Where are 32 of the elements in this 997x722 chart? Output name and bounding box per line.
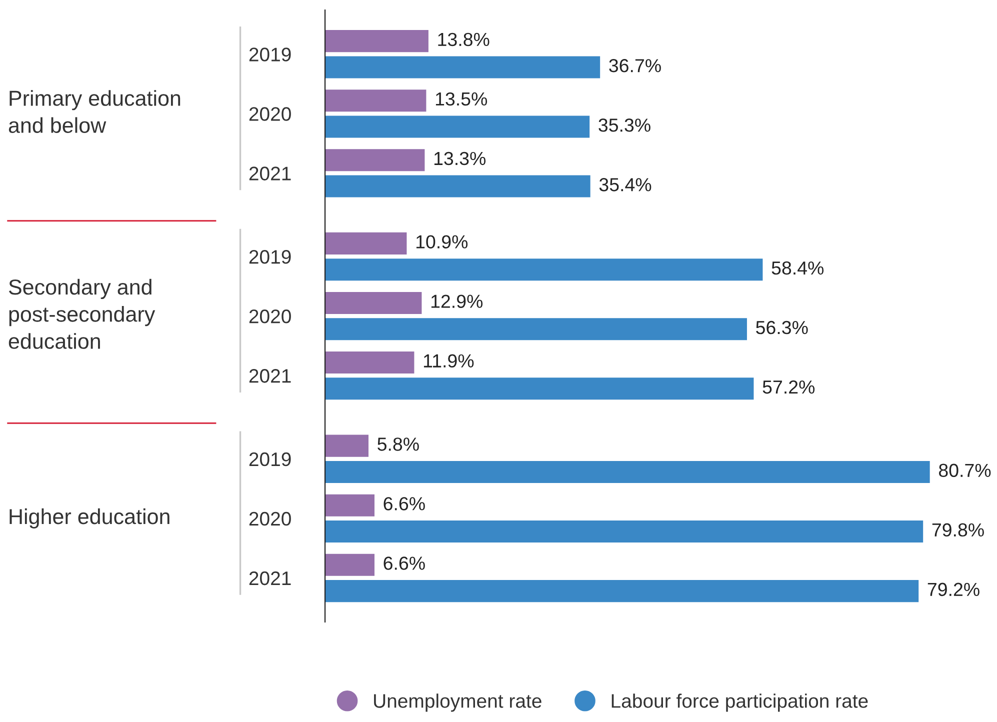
y-tick-label: 2021 — [249, 571, 291, 586]
data-label: 6.6% — [384, 556, 425, 570]
y-tick-label: 2020 — [249, 310, 291, 324]
data-label: 80.7% — [938, 464, 991, 478]
data-label: 13.5% — [436, 92, 488, 106]
y-tick-label: 2019 — [249, 250, 291, 264]
data-label: 5.8% — [378, 438, 419, 451]
text: Primary education and below — [8, 90, 180, 133]
data-label: 79.8% — [932, 523, 984, 537]
text: Higher education — [10, 508, 170, 528]
y-tick-label: 2021 — [249, 369, 291, 383]
data-label: 56.3% — [756, 320, 808, 334]
data-label: 13.8% — [438, 32, 490, 46]
data-label: 6.6% — [384, 497, 425, 510]
data-label: 10.9% — [416, 235, 468, 248]
data-label: 11.9% — [424, 354, 474, 368]
y-tick-label: 2019 — [249, 452, 291, 466]
text: Secondary and post-secondary education — [8, 278, 156, 349]
data-label: 79.2% — [928, 582, 980, 596]
data-label: 35.3% — [598, 118, 650, 132]
legend-label: Unemployment rate — [374, 694, 542, 712]
y-tick-label: 2019 — [249, 48, 291, 62]
data-label: 36.7% — [609, 59, 661, 72]
y-tick-label: 2021 — [249, 166, 291, 180]
data-label: 13.3% — [434, 152, 486, 166]
y-tick-label: 2020 — [249, 512, 291, 526]
data-label: 58.4% — [772, 261, 824, 275]
data-label: 35.4% — [599, 178, 652, 192]
y-tick-label: 2020 — [249, 107, 291, 121]
legend-label: Labour force participation rate — [612, 694, 868, 712]
data-label: 57.2% — [762, 380, 815, 394]
data-label: 12.9% — [431, 294, 483, 308]
